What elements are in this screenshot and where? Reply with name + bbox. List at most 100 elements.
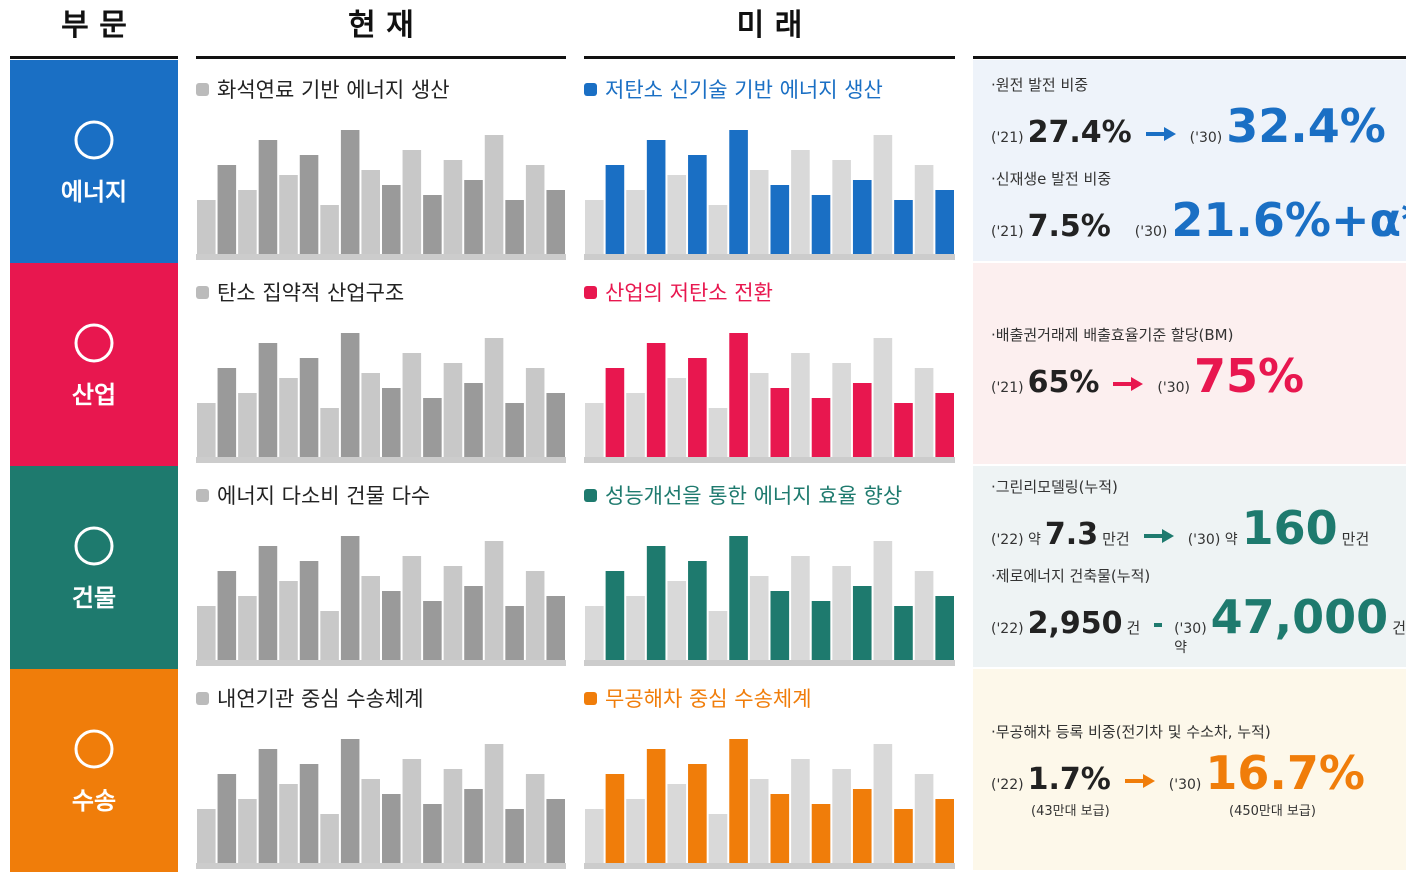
building <box>320 611 339 666</box>
metric-label: ·무공해차 등록 비중(전기차 및 수소차, 누적) <box>991 721 1406 742</box>
metric: ·신재생e 발전 비중('21)7.5%('30)21.6%+α* <box>991 168 1406 247</box>
building <box>626 190 645 260</box>
building <box>382 388 401 463</box>
building <box>218 774 237 869</box>
building <box>423 398 442 463</box>
building <box>464 586 483 666</box>
illustration <box>196 526 566 666</box>
building <box>729 739 748 869</box>
future-text: 저탄소 신기술 기반 에너지 생산 <box>605 74 883 104</box>
building <box>771 794 790 869</box>
icon-circle <box>76 325 112 361</box>
building <box>667 175 686 260</box>
building <box>403 556 422 666</box>
building <box>812 195 831 260</box>
building <box>935 393 954 463</box>
building <box>238 596 257 666</box>
building <box>444 769 463 869</box>
building <box>812 804 831 869</box>
to-value: 47,000 <box>1211 590 1389 644</box>
metric-label: ·신재생e 발전 비중 <box>991 168 1406 189</box>
building <box>300 155 319 260</box>
sector-name: 건물 <box>72 578 116 613</box>
sector-cell: 에너지 <box>10 60 178 263</box>
from-year: ('22) <box>991 621 1024 637</box>
from-value: 7.5% <box>1028 209 1111 244</box>
building <box>361 373 380 463</box>
building <box>585 809 604 869</box>
building <box>546 190 565 260</box>
ground <box>584 863 955 869</box>
building <box>874 744 893 869</box>
building <box>935 799 954 869</box>
ground <box>196 254 566 260</box>
building <box>626 596 645 666</box>
metric-label: ·그린리모델링(누적) <box>991 476 1406 497</box>
from-year: ('21) <box>991 130 1024 146</box>
building <box>915 774 934 869</box>
current-item: 에너지 다소비 건물 다수 <box>196 480 566 510</box>
current-item: 탄소 집약적 산업구조 <box>196 277 566 307</box>
from-year: ('21) <box>991 224 1024 240</box>
to-year: ('30) <box>1157 380 1190 396</box>
current-text: 내연기관 중심 수송체계 <box>217 683 424 713</box>
building <box>750 373 769 463</box>
building <box>915 368 934 463</box>
building <box>361 576 380 666</box>
building <box>197 403 216 463</box>
column-header: 미 래 <box>584 0 955 52</box>
metric-notes: (43만대 보급)(450만대 보급) <box>991 800 1406 818</box>
illustration <box>196 729 566 869</box>
building <box>341 333 360 463</box>
building <box>464 383 483 463</box>
building <box>546 799 565 869</box>
to-year: ('30) 약 <box>1174 621 1207 657</box>
building <box>915 571 934 666</box>
arrow-shape <box>1154 618 1162 632</box>
checkbox <box>584 692 597 705</box>
building <box>853 586 872 666</box>
building <box>874 135 893 260</box>
building <box>279 378 298 463</box>
future-text: 산업의 저탄소 전환 <box>605 277 773 307</box>
from-value: 65% <box>1028 365 1100 400</box>
ground <box>196 457 566 463</box>
building <box>812 601 831 666</box>
current-item: 내연기관 중심 수송체계 <box>196 683 566 713</box>
building <box>585 606 604 666</box>
icon-circle <box>76 122 112 158</box>
building <box>709 408 728 463</box>
metric: ·무공해차 등록 비중(전기차 및 수소차, 누적)('22)1.7%('30)… <box>991 721 1406 818</box>
building <box>259 343 278 463</box>
to-value: 32.4% <box>1226 99 1386 153</box>
from-unit: 만건 <box>1102 528 1130 549</box>
arrow-shape <box>1144 529 1174 543</box>
building <box>832 363 851 463</box>
building <box>709 611 728 666</box>
building <box>300 561 319 666</box>
building <box>832 566 851 666</box>
building <box>361 170 380 260</box>
building <box>320 205 339 260</box>
building <box>259 140 278 260</box>
checkbox <box>196 489 209 502</box>
infographic: 부 문현 재미 래에너지화석연료 기반 에너지 생산저탄소 신기술 기반 에너지… <box>0 0 1406 872</box>
from-value: 2,950 <box>1028 606 1123 641</box>
building <box>464 789 483 869</box>
arrow <box>1111 376 1145 392</box>
building <box>935 596 954 666</box>
building <box>812 398 831 463</box>
building <box>526 165 545 260</box>
current-text: 에너지 다소비 건물 다수 <box>217 480 430 510</box>
building <box>546 596 565 666</box>
building <box>444 363 463 463</box>
metric-label: ·제로에너지 건축물(누적) <box>991 565 1406 586</box>
building <box>709 205 728 260</box>
sector-cell: 수송 <box>10 669 178 872</box>
metric: ·원전 발전 비중('21)27.4%('30)32.4% <box>991 74 1406 153</box>
to-unit: 만건 <box>1342 528 1370 549</box>
building <box>915 165 934 260</box>
arrow <box>1142 528 1176 544</box>
